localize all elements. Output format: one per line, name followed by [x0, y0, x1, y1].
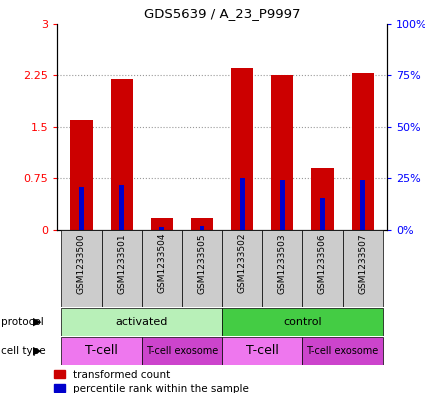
- Text: GSM1233500: GSM1233500: [77, 233, 86, 294]
- Bar: [312, 168, 334, 230]
- Text: T-cell: T-cell: [246, 344, 279, 358]
- Bar: [142, 337, 222, 365]
- Bar: [351, 73, 374, 230]
- Bar: [222, 230, 262, 307]
- Bar: [262, 230, 303, 307]
- Bar: [182, 230, 222, 307]
- Text: GSM1233505: GSM1233505: [198, 233, 207, 294]
- Bar: [61, 337, 142, 365]
- Bar: [343, 230, 383, 307]
- Bar: [303, 337, 383, 365]
- Text: protocol: protocol: [1, 317, 44, 327]
- Bar: [360, 180, 365, 230]
- Bar: [159, 227, 164, 230]
- Bar: [222, 308, 383, 336]
- Text: GSM1233507: GSM1233507: [358, 233, 367, 294]
- Text: GSM1233502: GSM1233502: [238, 233, 246, 294]
- Bar: [222, 337, 303, 365]
- Bar: [280, 180, 285, 230]
- Text: T-cell: T-cell: [85, 344, 118, 358]
- Text: cell type: cell type: [1, 346, 45, 356]
- Bar: [61, 308, 222, 336]
- Bar: [61, 230, 102, 307]
- Bar: [320, 198, 325, 230]
- Bar: [102, 230, 142, 307]
- Bar: [240, 178, 244, 230]
- Text: ▶: ▶: [33, 346, 41, 356]
- Bar: [119, 185, 124, 230]
- Bar: [71, 120, 93, 230]
- Text: ▶: ▶: [33, 317, 41, 327]
- Text: T-cell exosome: T-cell exosome: [306, 346, 379, 356]
- Text: GSM1233504: GSM1233504: [157, 233, 166, 294]
- Bar: [110, 79, 133, 230]
- Text: control: control: [283, 317, 322, 327]
- Bar: [271, 75, 293, 230]
- Bar: [79, 187, 84, 230]
- Bar: [303, 230, 343, 307]
- Text: T-cell exosome: T-cell exosome: [146, 346, 218, 356]
- Bar: [231, 68, 253, 230]
- Text: GSM1233503: GSM1233503: [278, 233, 287, 294]
- Text: GSM1233501: GSM1233501: [117, 233, 126, 294]
- Bar: [151, 218, 173, 230]
- Title: GDS5639 / A_23_P9997: GDS5639 / A_23_P9997: [144, 7, 300, 20]
- Text: GSM1233506: GSM1233506: [318, 233, 327, 294]
- Legend: transformed count, percentile rank within the sample: transformed count, percentile rank withi…: [54, 370, 249, 393]
- Bar: [142, 230, 182, 307]
- Bar: [200, 226, 204, 230]
- Text: activated: activated: [116, 317, 168, 327]
- Bar: [191, 217, 213, 230]
